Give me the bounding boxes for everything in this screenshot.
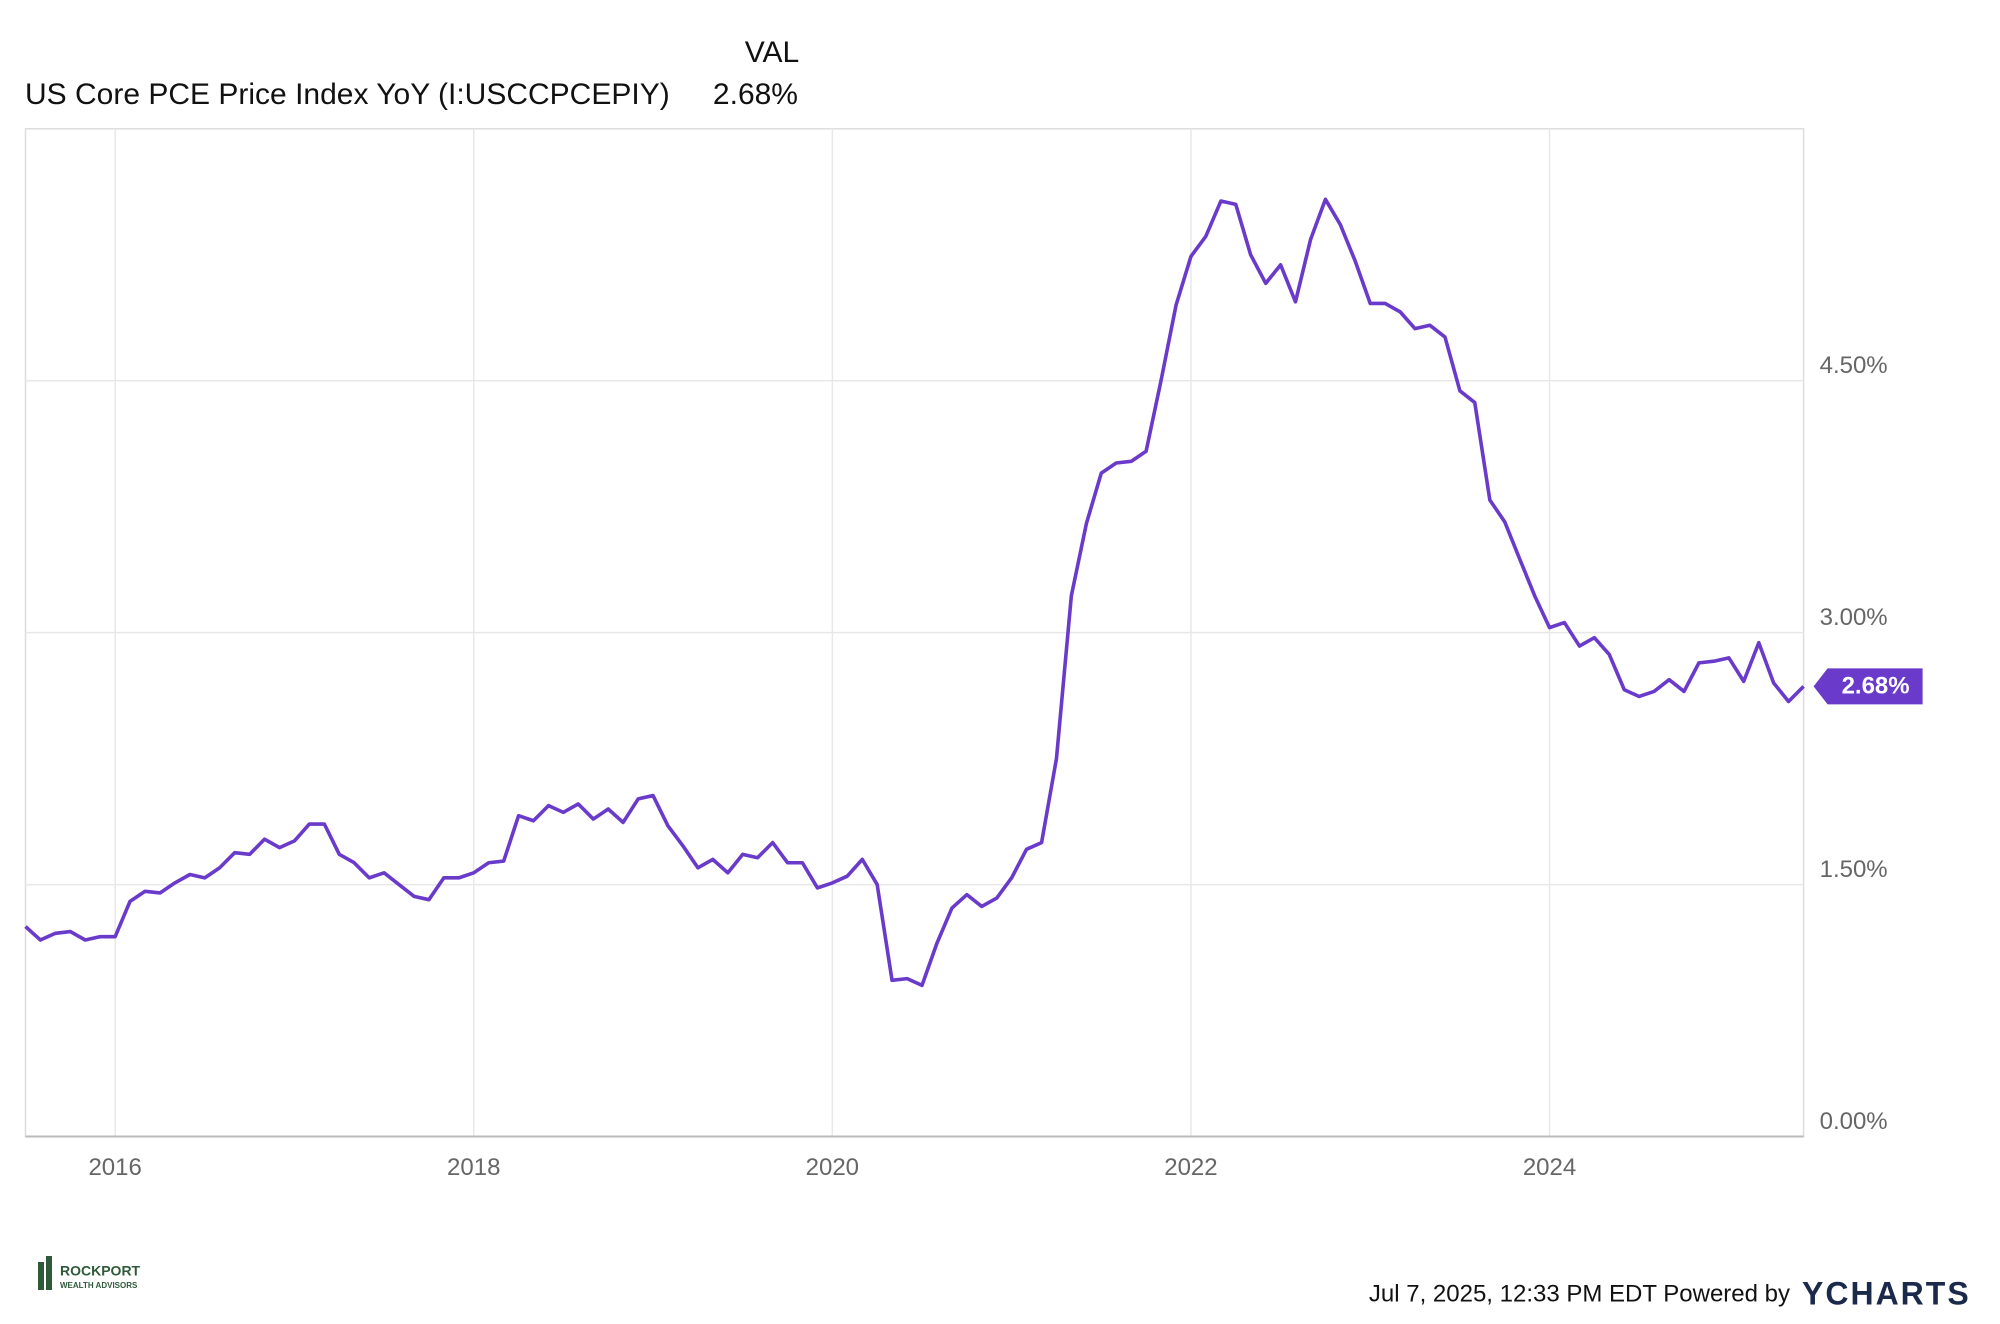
- y-tick-label: 0.00%: [1820, 1108, 1888, 1135]
- y-tick-label: 3.00%: [1820, 604, 1888, 631]
- timestamp: Jul 7, 2025, 12:33 PM EDT Powered by: [1369, 1280, 1790, 1307]
- x-tick-label: 2024: [1523, 1154, 1576, 1181]
- logo-bar: [46, 1256, 52, 1290]
- x-tick-label: 2020: [806, 1154, 859, 1181]
- x-tick-label: 2022: [1164, 1154, 1217, 1181]
- x-tick-label: 2016: [88, 1154, 141, 1181]
- value-header: VAL: [745, 36, 799, 69]
- last-value-label: 2.68%: [1842, 673, 1910, 700]
- series-line: [24, 197, 1805, 988]
- x-tick-label: 2018: [447, 1154, 500, 1181]
- logo-name: ROCKPORT: [60, 1263, 141, 1279]
- last-value-callout: [1813, 668, 1923, 705]
- logo-bar: [38, 1262, 44, 1290]
- rockport-logo: ROCKPORT WEALTH ADVISORS: [38, 1256, 141, 1290]
- y-tick-label: 4.50%: [1820, 352, 1888, 379]
- brand: YCHARTS: [1802, 1275, 1971, 1311]
- series-value: 2.68%: [713, 78, 798, 111]
- logo-sub: WEALTH ADVISORS: [60, 1281, 138, 1290]
- series-name: US Core PCE Price Index YoY (I:USCCPCEPI…: [25, 78, 670, 111]
- y-tick-label: 1.50%: [1820, 856, 1888, 883]
